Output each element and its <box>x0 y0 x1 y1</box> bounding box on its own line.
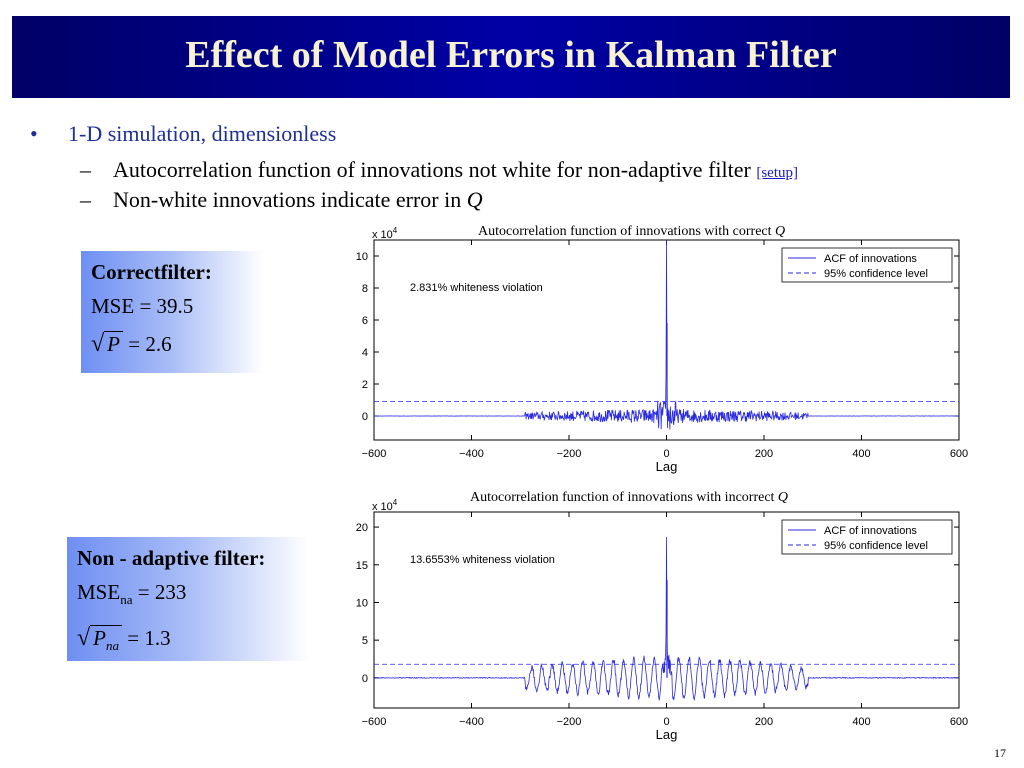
x-tick-label: 400 <box>852 448 870 460</box>
series-acf-line <box>374 240 959 430</box>
correct-filter-mse: MSE = 39.5 <box>91 287 253 325</box>
acf-chart-correct: x 104 −600 −400 −200 0 200 400 600 0 2 4 6 8 10 Lag 2.8… <box>356 226 968 474</box>
correct-filter-heading: Correctfilter: <box>91 260 212 284</box>
y-tick-label: 15 <box>356 560 368 572</box>
sqrt-icon: √ <box>91 331 105 357</box>
y-tick-label: 10 <box>356 251 368 263</box>
x-tick-label: −400 <box>459 448 484 460</box>
chart2-title-var: Q <box>777 490 789 505</box>
x-tick-label: 0 <box>663 716 669 728</box>
whiteness-annotation: 2.831% whiteness violation <box>410 282 543 294</box>
equals-sign: = <box>139 294 157 318</box>
setup-link[interactable]: [setup] <box>756 165 798 181</box>
y-exponent-power: 4 <box>393 226 398 235</box>
x-tick-label: −600 <box>362 448 387 460</box>
y-tick-label: 5 <box>362 635 368 647</box>
sub-bullet-2-text: Non-white innovations indicate error in <box>113 187 462 212</box>
mse-value: 39.5 <box>156 294 194 318</box>
equals-sign: = <box>128 332 146 356</box>
x-tick-label: −400 <box>459 716 484 728</box>
y-tick-label: 0 <box>362 411 368 423</box>
slide-title: Effect of Model Errors in Kalman Filter <box>185 34 837 76</box>
correct-filter-sqrtp: √ P = 2.6 <box>91 325 253 363</box>
y-tick-label: 2 <box>362 379 368 391</box>
x-tick-label: 600 <box>950 716 968 728</box>
x-tick-label: 200 <box>755 448 773 460</box>
equals-sign: = <box>137 580 155 604</box>
mse-label: MSE <box>91 294 135 318</box>
correct-filter-box: Correctfilter: MSE = 39.5 √ P = 2.6 <box>81 251 263 373</box>
y-tick-label: 20 <box>356 522 368 534</box>
chart2-title-text: Autocorrelation function of innovations … <box>470 490 775 505</box>
y-tick-label: 4 <box>362 347 368 359</box>
x-tick-label: 600 <box>950 448 968 460</box>
page-number: 17 <box>994 746 1006 760</box>
equals-sign: = <box>127 626 145 651</box>
x-axis-label: Lag <box>656 459 678 474</box>
x-tick-label: −200 <box>557 448 582 460</box>
legend-label-acf: ACF of innovations <box>824 525 917 537</box>
y-tick-label: 0 <box>362 673 368 685</box>
sqrt-value: 2.6 <box>145 332 172 356</box>
x-axis-label: Lag <box>656 727 678 742</box>
chart1-title-var: Q <box>775 224 786 239</box>
whiteness-annotation: 13.6553% whiteness violation <box>410 554 555 566</box>
chart2-title: Autocorrelation function of innovations … <box>470 490 788 506</box>
x-tick-label: 0 <box>663 448 669 460</box>
x-tick-label: −600 <box>362 716 387 728</box>
sub-bullet-2-var: Q <box>466 187 483 212</box>
chart1-title-text: Autocorrelation function of innovations … <box>478 224 772 239</box>
y-exponent-label: x 104 <box>372 226 398 241</box>
sqrt-label: P <box>93 626 106 651</box>
nonadaptive-filter-heading: Non - adaptive filter: <box>77 546 266 570</box>
bullet-marker: • <box>30 121 38 146</box>
legend-label-confidence: 95% confidence level <box>824 268 928 280</box>
title-bar: Effect of Model Errors in Kalman Filter <box>12 16 1010 98</box>
mse-label: MSE <box>77 580 121 604</box>
sqrt-subscript: na <box>106 638 119 654</box>
x-tick-label: 400 <box>852 716 870 728</box>
x-tick-label: −200 <box>557 716 582 728</box>
y-tick-label: 10 <box>356 597 368 609</box>
chart1-title: Autocorrelation function of innovations … <box>478 224 785 240</box>
y-exponent-power: 4 <box>393 498 398 507</box>
sqrt-icon: √ <box>77 625 91 652</box>
bullet-main: 1-D simulation, dimensionless <box>68 121 337 146</box>
sub-bullet-2: Non-white innovations indicate error in … <box>113 187 483 213</box>
series-acf-line <box>374 536 959 702</box>
legend-box <box>781 519 953 555</box>
acf-chart-incorrect: x 104 −600 −400 −200 0 200 400 600 0 5 10 15 20 Lag 13… <box>356 498 968 742</box>
y-tick-label: 8 <box>362 283 368 295</box>
sub-bullet-1: Autocorrelation function of innovations … <box>113 157 798 186</box>
mse-value: 233 <box>154 580 187 604</box>
mse-subscript: na <box>120 592 133 608</box>
y-tick-label: 6 <box>362 315 368 327</box>
sub-bullet-dash-1: – <box>80 157 91 182</box>
x-tick-label: 200 <box>755 716 773 728</box>
y-exponent-label: x 104 <box>372 498 398 513</box>
sqrt-value: 1.3 <box>144 626 171 651</box>
sub-bullet-dash-2: – <box>80 187 91 212</box>
sqrt-label-group: Pna <box>90 625 122 654</box>
nonadaptive-filter-sqrtp: √ Pna = 1.3 <box>77 619 299 665</box>
legend-label-acf: ACF of innovations <box>824 253 917 265</box>
legend-label-confidence: 95% confidence level <box>824 540 928 552</box>
nonadaptive-filter-box: Non - adaptive filter: MSEna = 233 √ Pna … <box>67 537 309 661</box>
legend-box <box>781 247 953 283</box>
sqrt-label: P <box>104 331 123 356</box>
sub-bullet-1-text: Autocorrelation function of innovations … <box>113 157 751 182</box>
nonadaptive-filter-mse: MSEna = 233 <box>77 573 299 619</box>
